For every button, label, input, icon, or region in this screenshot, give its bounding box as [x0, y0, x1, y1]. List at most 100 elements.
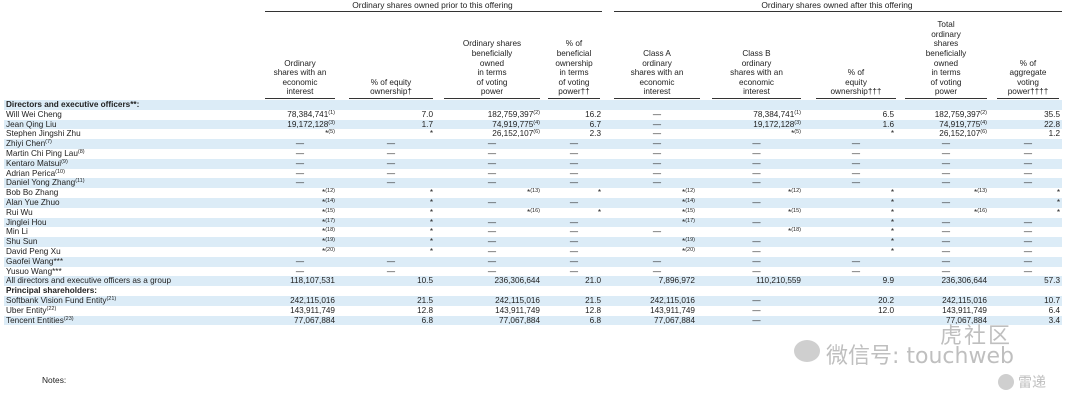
cell-col-7: *	[890, 197, 894, 207]
cell-col-2: —	[386, 148, 396, 158]
cell-col-8: —	[941, 266, 951, 276]
cell-col-3: —	[487, 178, 497, 188]
cell-col-7: 20.2	[878, 295, 894, 305]
cell-col-4: —	[569, 246, 579, 256]
cell-col-6: —	[752, 256, 761, 266]
row-label: Zhiyi Chen(7)	[6, 139, 52, 149]
cell-col-9: —	[1023, 148, 1033, 158]
group-rule-after	[614, 11, 1062, 12]
cell-col-3: 77,067,884	[499, 315, 540, 325]
cell-col-3: *(16)	[527, 207, 540, 217]
cell-col-2: —	[386, 256, 396, 266]
row-label: Shu Sun	[6, 237, 38, 247]
cell-col-5: —	[652, 129, 662, 139]
column-header-rule	[548, 98, 600, 99]
cell-col-2: 10.5	[417, 276, 433, 286]
cell-col-5: *(20)	[682, 246, 695, 256]
cell-col-6: —	[752, 305, 761, 315]
cell-col-7: —	[851, 178, 861, 188]
cell-col-5: —	[652, 119, 662, 129]
cell-col-9: 35.5	[1044, 109, 1060, 119]
table-row: Jean Qing Liu 19,172,128(3) 1.7 74,919,775(…	[4, 119, 1062, 130]
cell-col-9: 1.2	[1048, 129, 1060, 139]
cell-col-1: *(12)	[322, 188, 335, 198]
cell-col-5: 242,115,016	[650, 295, 695, 305]
cell-col-2: *	[429, 129, 433, 139]
cell-col-4: —	[569, 139, 579, 149]
cell-col-3: —	[487, 148, 497, 158]
table-row: Jinglei Hou *(17) * — — *(17) — * — —	[4, 217, 1062, 228]
cell-col-3: *(13)	[527, 188, 540, 198]
cell-col-9: —	[1023, 139, 1033, 149]
cell-col-7: 6.5	[882, 109, 894, 119]
column-header-rule	[265, 98, 335, 99]
column-header-2: % of equity ownership†	[370, 77, 412, 97]
cell-col-2: 6.8	[421, 315, 433, 325]
cell-col-1: —	[295, 168, 305, 178]
cell-col-8: —	[941, 148, 951, 158]
cell-col-9: —	[1023, 158, 1033, 168]
cell-col-9: —	[1023, 178, 1033, 188]
cell-col-3: —	[487, 168, 497, 178]
cell-col-6: 110,210,559	[756, 276, 801, 286]
group-header-after: Ordinary shares owned after this offerin…	[761, 0, 913, 10]
cell-col-1: —	[295, 178, 305, 188]
cell-col-2: —	[386, 266, 396, 276]
cell-col-4: —	[569, 148, 579, 158]
cell-col-1: 19,172,128(3)	[287, 119, 335, 129]
cell-col-1: 242,115,016	[290, 295, 335, 305]
cell-col-4: 21.0	[585, 276, 601, 286]
watermark-brand: 虎社区	[940, 324, 1013, 349]
column-header-4: % of beneficial ownership in terms of voting…	[555, 39, 593, 97]
cell-col-5: *(14)	[682, 197, 695, 207]
cell-col-8: —	[941, 227, 951, 237]
cell-col-3: 242,115,016	[495, 295, 540, 305]
ownership-table: Directors and executive officers**: Will …	[4, 100, 1062, 326]
cell-col-7: *	[890, 207, 894, 217]
cell-col-7: —	[851, 148, 861, 158]
section-header-row: Principal shareholders:	[4, 286, 1062, 296]
cell-col-5: —	[652, 148, 662, 158]
cell-col-4: *	[597, 188, 601, 198]
column-header-rule	[816, 98, 896, 99]
cell-col-2: 21.5	[417, 295, 433, 305]
cell-col-6: —	[752, 178, 761, 188]
group-header-prior: Ordinary shares owned prior to this offe…	[352, 0, 513, 10]
column-header-rule	[712, 98, 801, 99]
cell-col-8: —	[941, 237, 951, 247]
cell-col-3: —	[487, 266, 497, 276]
cell-col-9: —	[1023, 256, 1033, 266]
table-row: Rui Wu *(15) * *(16) * *(15) *(15) * *(16) *	[4, 208, 1062, 218]
cell-col-1: —	[295, 256, 305, 266]
cell-col-3: —	[487, 227, 497, 237]
notes-heading: Notes:	[42, 375, 67, 385]
cell-col-2: 7.0	[421, 109, 433, 119]
cell-col-1: —	[295, 158, 305, 168]
table-row: Adrian Perica(10) — — — — — — — — —	[4, 169, 1062, 179]
cell-col-4: —	[569, 227, 579, 237]
cell-col-2: —	[386, 158, 396, 168]
cell-col-9: 6.4	[1048, 305, 1060, 315]
cell-col-8: 74,919,775(4)	[939, 119, 987, 129]
cell-col-5: —	[652, 266, 662, 276]
cell-col-7: *	[890, 227, 894, 237]
cell-col-4: 16.2	[585, 109, 601, 119]
cell-col-8: 77,067,884	[946, 315, 987, 325]
cell-col-1: *(20)	[322, 246, 335, 256]
cell-col-6: —	[752, 315, 761, 325]
cell-col-7: —	[851, 168, 861, 178]
cell-col-2: *	[429, 237, 433, 247]
table-row: David Peng Xu *(20) * — — *(20) — * — —	[4, 247, 1062, 257]
cell-col-4: —	[569, 168, 579, 178]
row-label: All directors and executive officers as …	[6, 276, 172, 286]
cell-col-2: *	[429, 217, 433, 227]
table-row: Gaofei Wang*** — — — — — — — — —	[4, 256, 1062, 267]
column-header-9: % of aggregate voting power††††	[1007, 58, 1049, 97]
column-header-7: % of equity ownership†††	[830, 68, 882, 97]
cell-col-7: *	[890, 246, 894, 256]
table-row: Shu Sun *(19) * — — *(19) — * — —	[4, 237, 1062, 247]
row-label: Will Wei Cheng	[6, 109, 62, 119]
cell-col-5: —	[652, 178, 662, 188]
cell-col-5: 77,067,884	[654, 315, 695, 325]
cell-col-1: —	[295, 266, 305, 276]
